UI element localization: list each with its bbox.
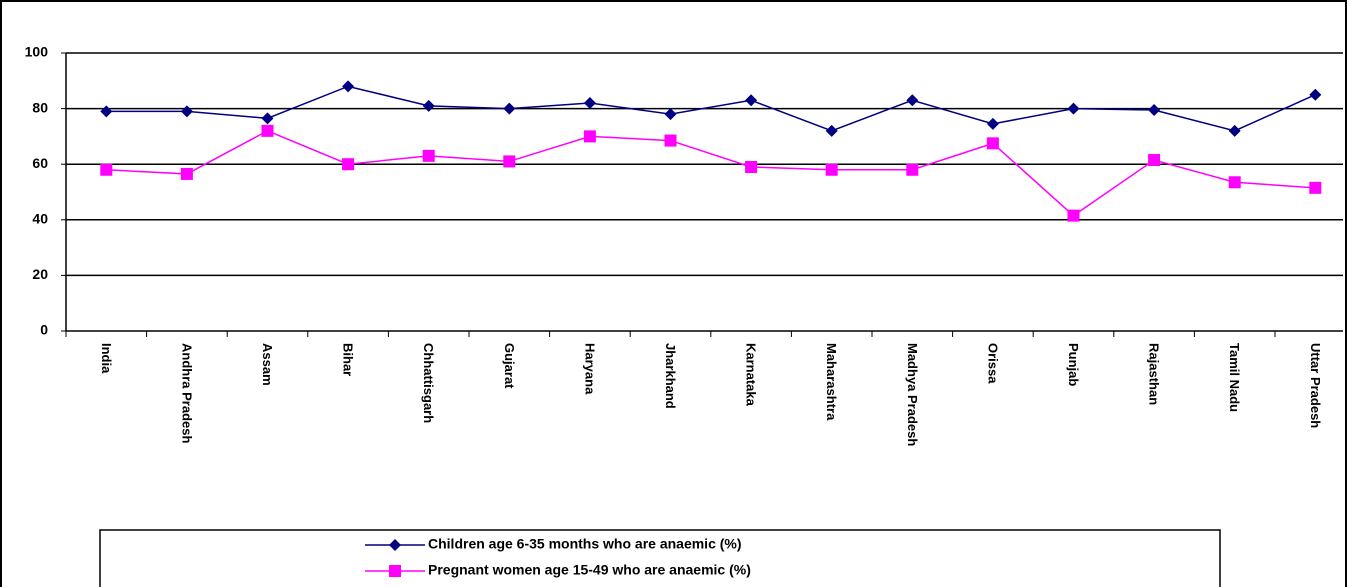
legend-box bbox=[99, 529, 1221, 587]
y-tick-label: 0 bbox=[40, 322, 48, 338]
point bbox=[664, 134, 677, 147]
point bbox=[1228, 124, 1241, 137]
x-tick-label: Rajasthan bbox=[1146, 343, 1162, 406]
series-line bbox=[106, 85, 1316, 132]
y-tick-label: 100 bbox=[25, 44, 49, 60]
x-tick-label: Madhya Pradesh bbox=[904, 343, 920, 447]
point bbox=[745, 94, 758, 107]
y-tick-label: 20 bbox=[32, 266, 48, 282]
legend-marker bbox=[389, 539, 401, 551]
point bbox=[1148, 154, 1161, 167]
point bbox=[261, 112, 274, 125]
x-tick-label: Jharkhand bbox=[663, 343, 678, 409]
point bbox=[503, 102, 516, 115]
point bbox=[906, 163, 919, 176]
point bbox=[745, 160, 758, 173]
point bbox=[583, 97, 596, 110]
x-tick-label: Karnataka bbox=[743, 343, 759, 406]
point bbox=[664, 108, 677, 121]
y-tick-label: 80 bbox=[32, 99, 48, 115]
point bbox=[342, 80, 355, 93]
point bbox=[1067, 102, 1080, 115]
x-tick-label: Gujarat bbox=[501, 343, 517, 389]
x-tick-label: Chhattisgarh bbox=[421, 343, 437, 424]
point bbox=[261, 124, 274, 137]
x-tick-label: Uttar Pradesh bbox=[1307, 343, 1323, 429]
legend-label: Pregnant women age 15-49 who are anaemic… bbox=[428, 562, 751, 578]
x-tick-label: India bbox=[98, 343, 114, 374]
x-tick-label: Haryana bbox=[582, 343, 598, 395]
legend-label: Children age 6-35 months who are anaemic… bbox=[428, 536, 742, 552]
y-tick-label: 40 bbox=[32, 211, 48, 227]
point bbox=[422, 99, 435, 112]
point bbox=[100, 163, 113, 176]
point bbox=[1309, 181, 1322, 194]
point bbox=[986, 137, 999, 150]
y-tick-label: 60 bbox=[32, 155, 48, 171]
point bbox=[1148, 103, 1161, 116]
x-tick-label: Maharashtra bbox=[824, 343, 840, 421]
point bbox=[100, 105, 113, 118]
point bbox=[986, 117, 999, 130]
point bbox=[342, 158, 355, 171]
x-tick-label: Assam bbox=[260, 343, 275, 386]
point bbox=[180, 167, 193, 180]
point bbox=[825, 163, 838, 176]
x-tick-label: Punjab bbox=[1066, 343, 1081, 387]
series-line bbox=[106, 130, 1316, 217]
x-tick-label: Orissa bbox=[985, 343, 1001, 384]
point bbox=[422, 149, 435, 162]
x-tick-label: Bihar bbox=[340, 343, 356, 377]
point bbox=[1067, 209, 1080, 222]
point bbox=[180, 105, 193, 118]
x-tick-label: Andhra Pradesh bbox=[179, 343, 195, 444]
point bbox=[906, 94, 919, 107]
legend-marker bbox=[389, 565, 401, 577]
x-tick-label: Tamil Nadu bbox=[1227, 343, 1243, 413]
point bbox=[583, 130, 596, 143]
point bbox=[1309, 88, 1322, 101]
point bbox=[503, 155, 516, 168]
point bbox=[1228, 176, 1241, 189]
point bbox=[825, 124, 838, 137]
